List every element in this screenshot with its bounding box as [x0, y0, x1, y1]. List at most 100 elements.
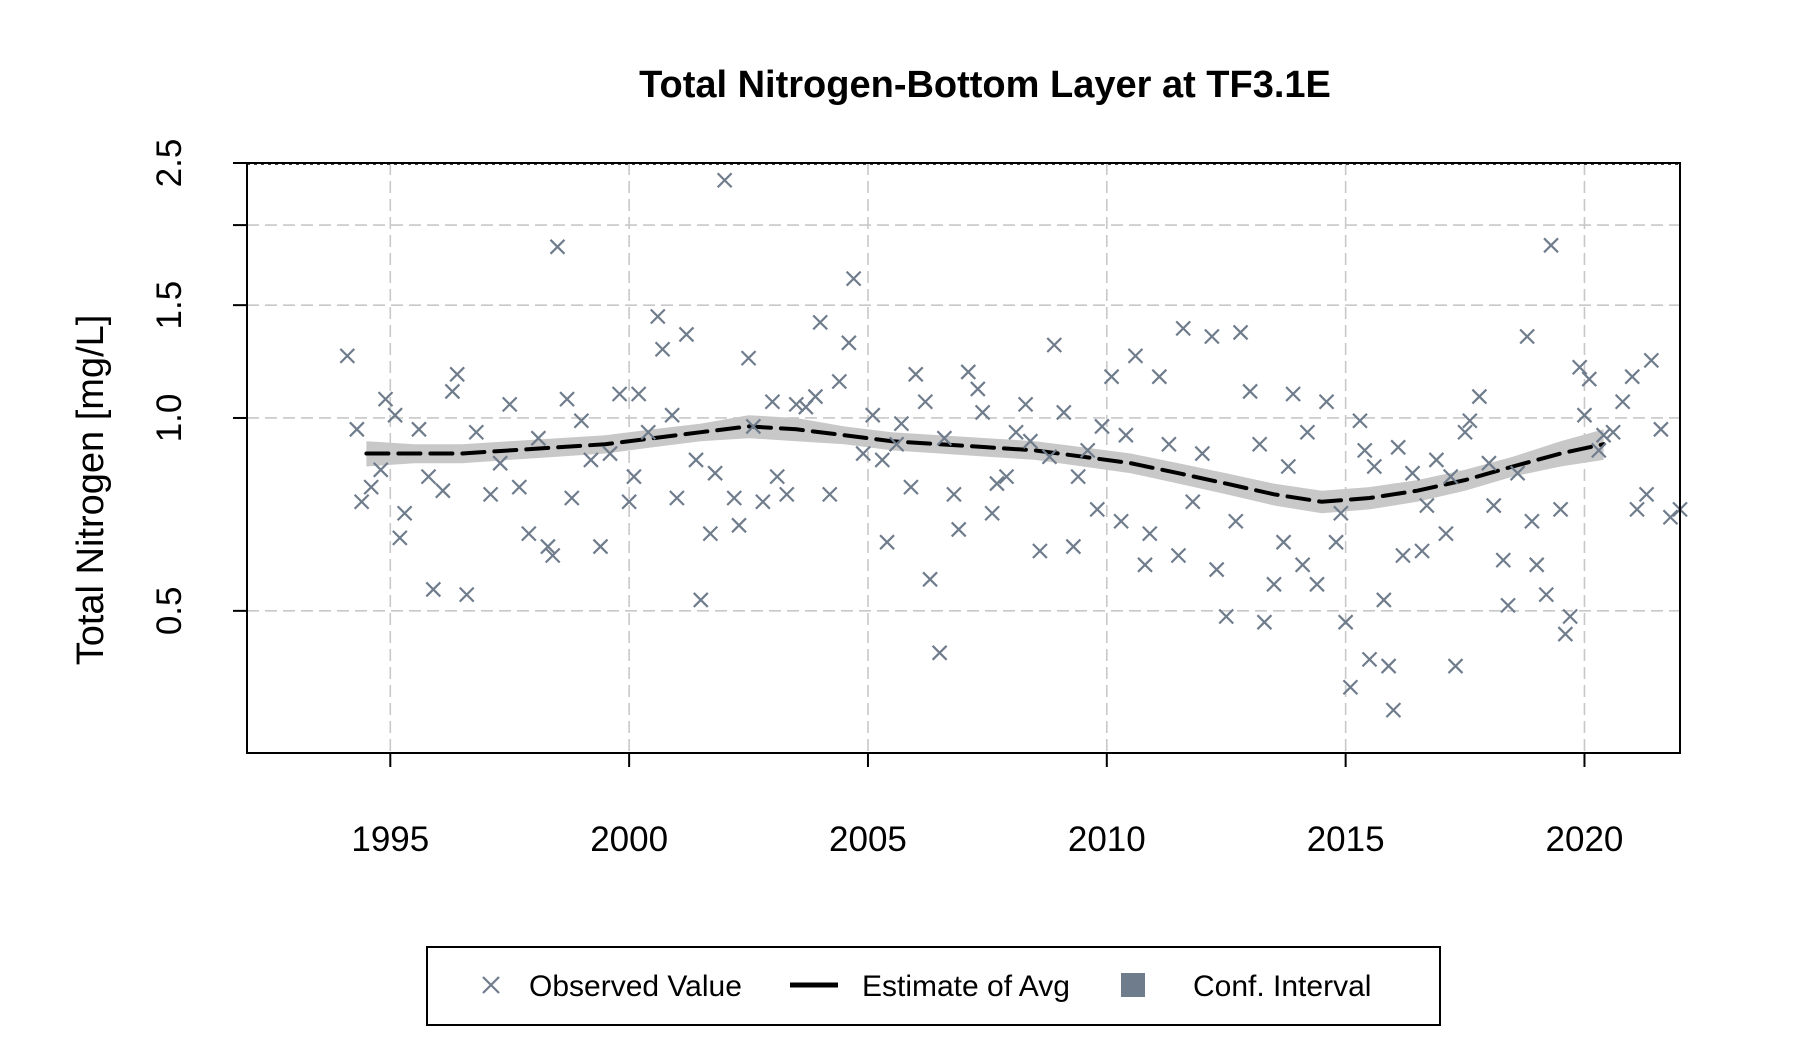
legend: Observed Value Estimate of Avg Conf. Int… [426, 946, 1441, 1026]
observed-point [903, 479, 919, 495]
observed-point [1194, 445, 1211, 462]
observed-point [602, 445, 618, 462]
estimate-avg-line [364, 424, 1606, 504]
observed-point [363, 479, 379, 495]
legend-box [426, 946, 1441, 1026]
legend-x-marker [482, 976, 500, 994]
observed-point [1419, 497, 1435, 514]
legend-label-conf: Conf. Interval [1193, 970, 1371, 1003]
observed-point [922, 571, 938, 588]
observed-point [1471, 388, 1488, 405]
observed-point [1232, 324, 1249, 341]
observed-point [468, 424, 485, 441]
observed-point [1151, 368, 1168, 385]
observed-point [731, 517, 747, 534]
observed-point [1280, 458, 1297, 475]
observed-point [583, 452, 599, 468]
observed-point [1113, 513, 1129, 530]
observed-point [492, 455, 508, 471]
observed-point [831, 373, 848, 390]
observed-point [1385, 702, 1402, 718]
observed-point [1581, 371, 1598, 387]
observed-point [544, 547, 561, 564]
observed-point [1447, 658, 1464, 674]
observed-point [1543, 237, 1559, 254]
observed-point [654, 341, 671, 358]
estimate-line [364, 424, 1606, 504]
observed-point [1208, 561, 1225, 578]
observed-point [707, 465, 723, 481]
observed-point [1662, 509, 1679, 526]
observed-point [1185, 493, 1201, 510]
observed-point [1457, 424, 1473, 441]
observed-point [1404, 465, 1421, 481]
observed-point [1251, 436, 1268, 452]
observed-point [788, 396, 805, 413]
observed-point [812, 314, 828, 331]
x-tick-label: 2000 [590, 820, 668, 859]
observed-point [1294, 557, 1311, 573]
observed-point [435, 482, 451, 499]
observed-point [1046, 337, 1063, 353]
x-tick-label: 1995 [351, 820, 429, 859]
observed-point [879, 534, 895, 550]
observed-point [349, 421, 365, 438]
legend-x-mark-path [482, 976, 500, 994]
observed-point [1127, 348, 1144, 364]
observed-point [807, 388, 824, 405]
observed-point [716, 172, 733, 188]
observed-point [855, 445, 871, 462]
observed-point [1552, 501, 1569, 518]
observed-point [511, 479, 528, 495]
observed-point [1008, 424, 1024, 441]
observed-point [745, 418, 762, 435]
observed-point [530, 430, 547, 446]
confidence-band-area [366, 415, 1604, 514]
observed-point [353, 493, 370, 510]
observed-point [1204, 328, 1220, 345]
observed-point [1614, 393, 1631, 410]
observed-points [339, 172, 1688, 718]
observed-point [984, 505, 1000, 522]
observed-point [482, 486, 499, 503]
observed-point [1605, 424, 1621, 441]
observed-point [1414, 543, 1430, 559]
observed-point [420, 468, 437, 485]
observed-point [1524, 513, 1540, 530]
legend-entry-conf: Conf. Interval [1121, 970, 1371, 1003]
observed-point [1462, 412, 1478, 429]
observed-point [693, 592, 709, 608]
observed-point [650, 308, 666, 325]
observed-point [1041, 448, 1058, 465]
observed-point [1309, 576, 1325, 593]
observed-point [1142, 525, 1158, 542]
observed-point [1509, 465, 1526, 481]
observed-point [1342, 679, 1359, 695]
observed-point [1070, 468, 1086, 485]
observed-point [540, 538, 556, 555]
observed-point [626, 468, 642, 485]
observed-point [1032, 543, 1048, 559]
observed-point [1438, 525, 1454, 542]
legend-label-estimate: Estimate of Avg [862, 970, 1070, 1003]
observed-point [874, 452, 891, 468]
observed-point [1333, 505, 1349, 522]
observed-point [1299, 424, 1316, 441]
confidence-band [366, 415, 1604, 514]
observed-point [1242, 383, 1258, 400]
observed-point [564, 490, 580, 506]
legend-label-observed: Observed Value [529, 970, 742, 1003]
observed-point [396, 505, 413, 522]
observed-point [1576, 407, 1593, 423]
observed-point [821, 486, 838, 503]
chart-title: Total Nitrogen-Bottom Layer at TF3.1E [639, 64, 1331, 106]
observed-point [864, 407, 881, 423]
legend-filled-square [1121, 973, 1145, 997]
observed-point [688, 452, 704, 468]
observed-point [946, 486, 962, 503]
observed-point [1175, 320, 1192, 337]
x-tick-label: 2010 [1068, 820, 1146, 859]
x-tick-label: 2005 [829, 820, 907, 859]
x-tick-label: 2015 [1307, 820, 1385, 859]
y-tick-label: 2.5 [150, 139, 189, 188]
